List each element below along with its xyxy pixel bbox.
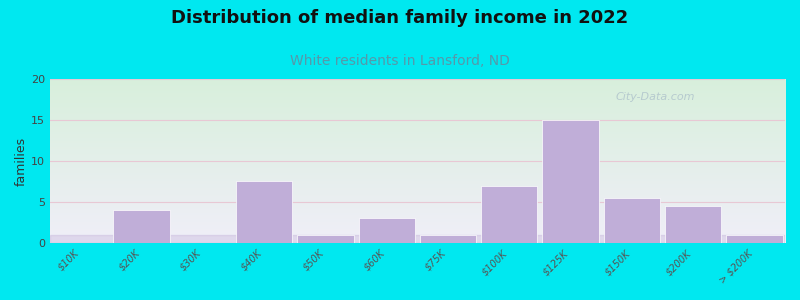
Text: Distribution of median family income in 2022: Distribution of median family income in … bbox=[171, 9, 629, 27]
Bar bbox=[481, 186, 538, 243]
Bar bbox=[542, 120, 598, 243]
Bar bbox=[604, 198, 660, 243]
Bar bbox=[358, 218, 415, 243]
Bar bbox=[114, 210, 170, 243]
Bar bbox=[665, 206, 722, 243]
Bar bbox=[50, 235, 785, 243]
Bar bbox=[726, 235, 782, 243]
Bar bbox=[236, 182, 292, 243]
Text: White residents in Lansford, ND: White residents in Lansford, ND bbox=[290, 54, 510, 68]
Y-axis label: families: families bbox=[15, 136, 28, 185]
Text: City-Data.com: City-Data.com bbox=[616, 92, 695, 102]
Bar bbox=[420, 235, 476, 243]
Bar bbox=[298, 235, 354, 243]
